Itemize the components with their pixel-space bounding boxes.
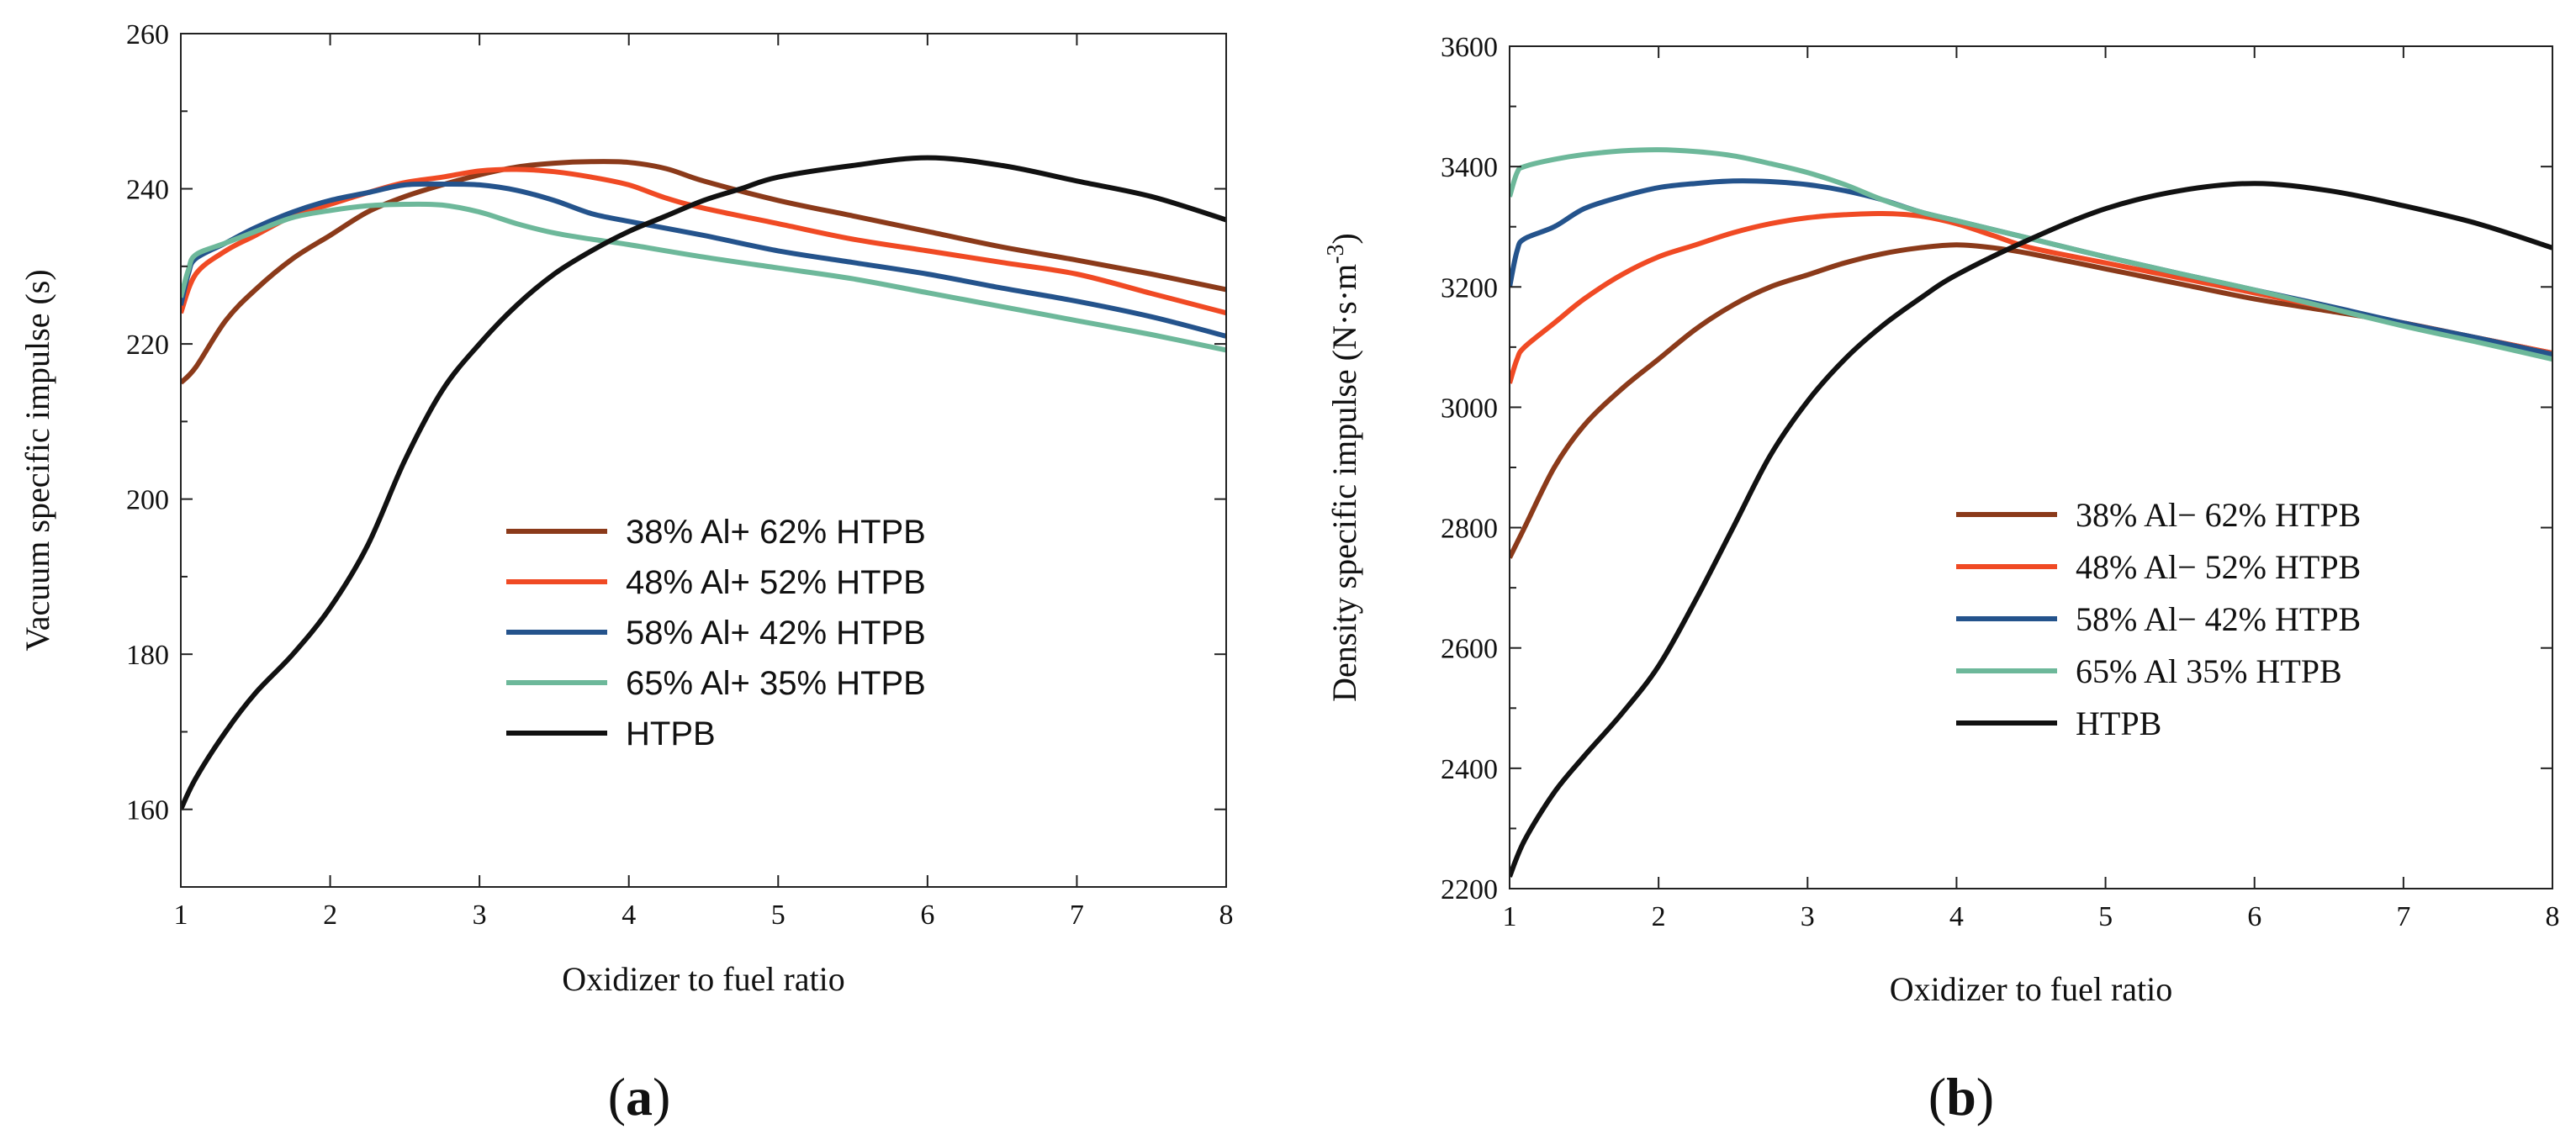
x-tick-label: 7	[2396, 901, 2410, 932]
ticks-b: 1 2 3 4 5 6 7 8 2200 2400 2600 2800 3000 3200 3400 3600	[1441, 32, 2560, 932]
series-line-a-0	[181, 159, 1226, 385]
x-tick-label: 1	[174, 900, 188, 931]
legend-label-a-2: 58% Al+ 42% HTPB	[626, 615, 926, 652]
legend-label-b-3: 65% Al 35% HTPB	[2076, 652, 2342, 690]
plot-frame-b	[1509, 45, 2553, 889]
y-tick-label: 220	[126, 330, 169, 361]
y-tick-label: 260	[126, 19, 169, 50]
x-tick-label: 5	[2098, 901, 2113, 932]
plot-frame-a	[180, 33, 1227, 888]
series-line-b-4	[1510, 181, 2552, 878]
legend-label-b-4: HTPB	[2076, 705, 2161, 742]
x-tick-label: 6	[920, 900, 934, 931]
y-tick-label: 240	[126, 175, 169, 206]
y-tick-label: 2400	[1441, 754, 1498, 785]
series-line-a-4	[181, 155, 1226, 811]
x-tick-label: 4	[622, 900, 636, 931]
series-layer-b	[1510, 147, 2552, 878]
y-tick-label: 3400	[1441, 152, 1498, 183]
legend-label-b-2: 58% Al− 42% HTPB	[2076, 600, 2361, 638]
x-tick-label: 8	[1219, 900, 1234, 931]
y-tick-label: 160	[126, 795, 169, 826]
legend-label-a-0: 38% Al+ 62% HTPB	[626, 514, 926, 551]
series-line-a-1	[181, 166, 1226, 316]
y-tick-label: 200	[126, 485, 169, 516]
series-line-a-2	[181, 181, 1226, 339]
legend-label-b-0: 38% Al− 62% HTPB	[2076, 496, 2361, 534]
x-tick-label: 2	[1652, 901, 1666, 932]
y-axis-title-a: Vacuum specific impulse (s)	[19, 269, 56, 651]
x-tick-label: 4	[1949, 901, 1964, 932]
x-tick-label: 3	[473, 900, 487, 931]
y-tick-label: 2600	[1441, 634, 1498, 665]
x-tick-label: 5	[771, 900, 785, 931]
x-tick-label: 2	[323, 900, 337, 931]
x-axis-title-b: Oxidizer to fuel ratio	[1890, 970, 2173, 1008]
ticks-a: 1 2 3 4 5 6 7 8 160 180 200 220 240 260	[126, 19, 1234, 931]
x-tick-label: 1	[1503, 901, 1517, 932]
chart-panel-b: 1 2 3 4 5 6 7 8 2200 2400 2600 2800 3000 3200 3400 3600…	[1323, 32, 2560, 1127]
series-line-b-0	[1510, 242, 2552, 559]
y-tick-label: 3000	[1441, 393, 1498, 424]
series-line-b-3	[1510, 147, 2552, 362]
x-tick-label: 3	[1801, 901, 1815, 932]
legend-label-a-3: 65% Al+ 35% HTPB	[626, 665, 926, 702]
legend-label-a-1: 48% Al+ 52% HTPB	[626, 564, 926, 601]
series-layer-a	[181, 155, 1226, 811]
y-tick-label: 3600	[1441, 32, 1498, 63]
chart-panel-a: 1 2 3 4 5 6 7 8 160 180 200 220 240 260 Oxidizer to f…	[19, 19, 1234, 1127]
series-line-a-3	[181, 201, 1226, 353]
legend-a: 38% Al+ 62% HTPB 48% Al+ 52% HTPB 58% Al+ …	[506, 514, 926, 752]
legend-b: 38% Al− 62% HTPB 48% Al− 52% HTPB 58% Al− …	[1956, 496, 2361, 742]
x-tick-label: 7	[1070, 900, 1084, 931]
panel-label-b: (b)	[1928, 1067, 1994, 1127]
y-tick-label: 2800	[1441, 514, 1498, 545]
x-tick-label: 8	[2546, 901, 2560, 932]
series-line-b-2	[1510, 178, 2552, 357]
y-axis-title-b: Density specific impulse (N·s·m-3)	[1323, 233, 1364, 702]
legend-label-a-4: HTPB	[626, 715, 716, 752]
y-tick-label: 180	[126, 640, 169, 671]
x-tick-label: 6	[2247, 901, 2261, 932]
x-axis-title-a: Oxidizer to fuel ratio	[562, 960, 845, 998]
legend-label-b-1: 48% Al− 52% HTPB	[2076, 548, 2361, 586]
y-tick-label: 3200	[1441, 272, 1498, 303]
panel-label-a: (a)	[608, 1067, 671, 1127]
y-tick-label: 2200	[1441, 874, 1498, 905]
